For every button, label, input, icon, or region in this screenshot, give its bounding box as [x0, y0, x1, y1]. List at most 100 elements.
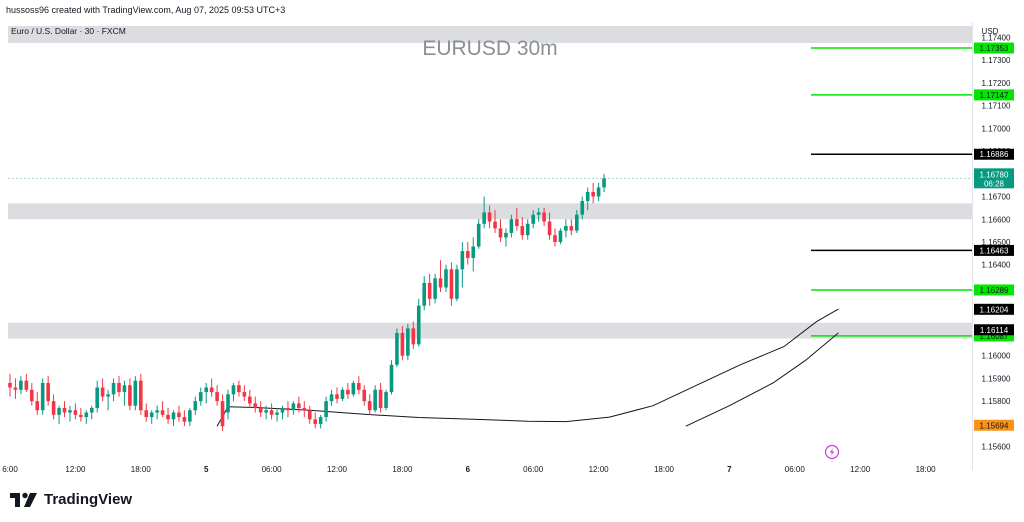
candle	[258, 401, 263, 418]
candle-body	[106, 394, 110, 397]
time-axis[interactable]: 6:00 12:00 18:00 5 06:00 12:00 18:00 6 06:00 12:0…	[2, 465, 936, 474]
candle-body	[373, 389, 377, 411]
level-price-tag[interactable]: 1.17353	[974, 42, 1014, 54]
candle-body	[30, 389, 34, 402]
candle	[460, 242, 465, 288]
candle	[215, 385, 219, 406]
candle-body	[340, 389, 345, 399]
brand-name: TradingView	[44, 491, 133, 508]
candle	[46, 376, 50, 406]
level-price-tag-text: 1.16463	[980, 246, 1009, 255]
level-price-tag[interactable]: 1.16087	[974, 330, 1014, 342]
candle	[520, 216, 525, 240]
axis-price-tag[interactable]: 1.16204	[974, 303, 1014, 315]
candle-body	[444, 269, 448, 288]
candle-body	[476, 223, 481, 247]
y-tick-label: 1.16700	[982, 193, 1011, 202]
candle	[171, 410, 176, 427]
candle	[193, 396, 198, 415]
candle	[378, 382, 383, 413]
price-axis[interactable]: 1.174001.173001.172001.171001.170001.169…	[972, 22, 1015, 470]
candle-body	[520, 226, 525, 236]
axis-price-tag[interactable]: 1.16114	[974, 324, 1014, 336]
candle	[248, 389, 252, 408]
candle	[580, 196, 585, 220]
x-tick-label: 18:00	[916, 465, 937, 474]
candle	[204, 382, 208, 404]
candle	[498, 219, 503, 242]
candle	[455, 264, 459, 302]
candle-body	[302, 407, 307, 411]
candle	[253, 396, 258, 413]
candle-body	[569, 226, 574, 231]
candle	[444, 264, 448, 293]
candle-body	[416, 305, 421, 345]
candle-body	[13, 387, 18, 390]
candle	[509, 214, 514, 238]
candle-body	[248, 396, 252, 404]
candle	[95, 380, 99, 413]
candle-body	[89, 407, 94, 413]
candle	[209, 378, 214, 397]
lightning-icon[interactable]	[824, 444, 840, 460]
candle	[307, 405, 312, 424]
candle-body	[547, 221, 552, 236]
x-tick-label: 12:00	[327, 465, 348, 474]
x-tick-label: 12:00	[850, 465, 871, 474]
axis-price-tag-text: 1.16114	[980, 326, 1009, 335]
watermark-title: EURUSD 30m	[422, 37, 557, 60]
candle-body	[133, 380, 138, 406]
candle	[133, 376, 138, 411]
candle	[237, 380, 241, 397]
y-tick-label: 1.15800	[982, 397, 1011, 406]
candle-body	[275, 412, 279, 415]
candle-body	[51, 401, 56, 415]
level-price-tag-bg	[974, 330, 1014, 342]
x-tick-label: 5	[204, 465, 209, 474]
candle	[19, 376, 23, 395]
zone-band	[8, 322, 972, 339]
candle-body	[144, 410, 149, 418]
level-price-tag-text: 1.16289	[980, 286, 1009, 295]
candle-body	[498, 228, 503, 238]
candle-body	[68, 410, 72, 413]
candle	[106, 389, 110, 411]
candle-body	[269, 410, 274, 415]
candle-body	[40, 382, 45, 411]
tradingview-logo[interactable]: TradingView	[10, 491, 132, 508]
bar-countdown-tag-text: 1.15694	[980, 421, 1009, 430]
candle	[482, 196, 486, 229]
attribution-text: hussoss96 created with TradingView.com, …	[6, 5, 286, 15]
candle-body	[515, 219, 519, 227]
level-price-tag[interactable]: 1.16463	[974, 244, 1014, 256]
level-price-tag[interactable]: 1.16289	[974, 284, 1014, 296]
candle	[493, 210, 497, 233]
candle-body	[585, 191, 590, 202]
level-price-tag-bg	[974, 244, 1014, 256]
candle-body	[253, 403, 258, 408]
x-tick-label: 12:00	[65, 465, 86, 474]
candles-layer	[8, 173, 606, 431]
level-price-tag[interactable]: 1.16886	[974, 148, 1014, 160]
bar-countdown-tag[interactable]: 1.15694	[974, 419, 1014, 431]
candle-body	[395, 332, 399, 365]
candle	[433, 273, 437, 304]
candle	[226, 389, 230, 420]
candle-body	[449, 269, 454, 299]
candle	[395, 328, 399, 368]
y-tick-label: 1.15900	[982, 374, 1011, 383]
level-price-tag-bg	[974, 42, 1014, 54]
level-price-tag-bg	[974, 284, 1014, 296]
level-price-tag[interactable]: 1.17147	[974, 89, 1014, 101]
candle-body	[128, 385, 132, 406]
candle-body	[438, 278, 443, 288]
candle-body	[487, 212, 492, 222]
candle-body	[258, 407, 263, 413]
candle-body	[564, 226, 568, 231]
candle	[13, 378, 18, 399]
symbol-label[interactable]: Euro / U.S. Dollar · 30 · FXCM	[11, 26, 126, 36]
candle	[389, 360, 394, 395]
candle	[384, 389, 388, 411]
